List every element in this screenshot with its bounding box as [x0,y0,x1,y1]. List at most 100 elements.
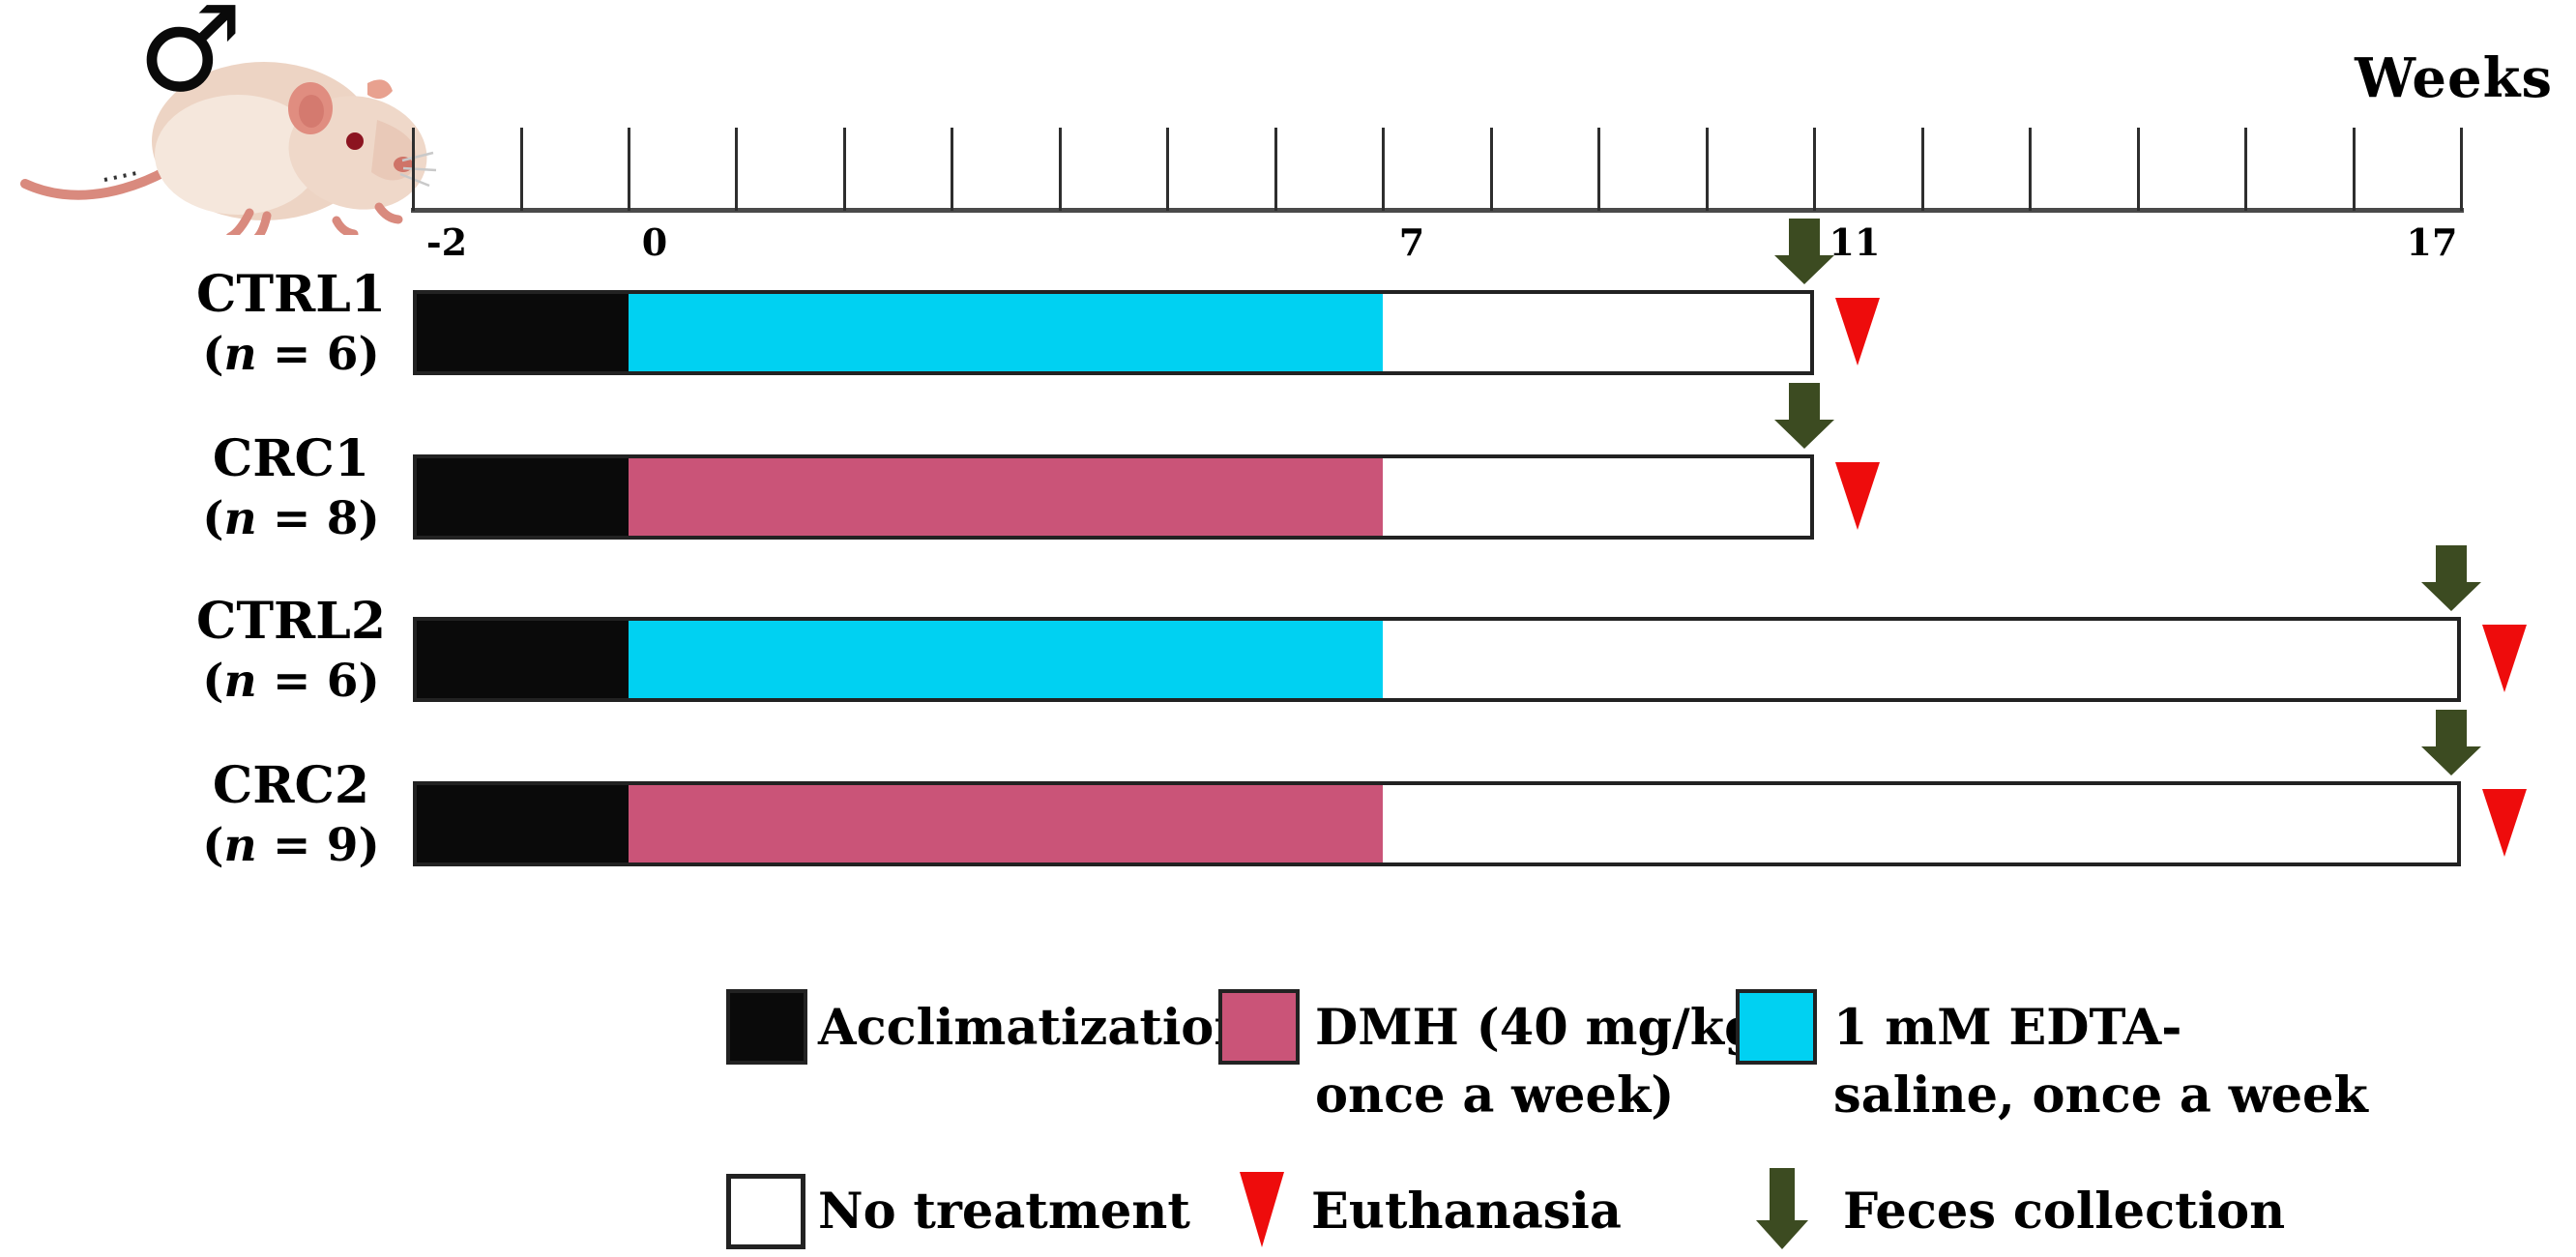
n-symbol: n [223,492,257,545]
feces-collection-arrow-icon-shape [2421,710,2481,775]
rat-ear-right [367,79,393,100]
euthanasia-triangle-icon [1835,298,1880,365]
group-label: CTRL1 (n = 6) [131,265,452,385]
ruler-tick-week-16 [2353,128,2356,211]
ruler-tick-week-7 [1382,128,1385,211]
tail-dotted-marks [103,170,142,182]
legend-label-feces-collection-line: Feces collection [1843,1183,2286,1241]
legend-feces-arrow-icon-shape [1756,1168,1808,1249]
group-label: CRC1 (n = 8) [131,429,452,549]
bar-segment-acclimatization [417,458,629,536]
ruler-tick-week-9 [1597,128,1600,211]
feces-collection-arrow-icon-shape [1774,383,1834,449]
ruler-tick-week--1 [520,128,523,211]
rat-eye [346,132,364,150]
ruler-tick-week-4 [1059,128,1062,211]
ruler-tick-week-12 [1921,128,1924,211]
bar-segment-dmh [629,458,1383,536]
male-sex-symbol: ♂ [137,0,244,118]
euthanasia-triangle-icon-shape [2482,789,2527,857]
legend-label-edta_saline-line: 1 mM EDTA- [1833,999,2182,1057]
ruler-tick-label--2: -2 [425,220,468,264]
legend-feces-arrow-icon [1756,1168,1808,1249]
bar-segment-edta_saline [629,621,1383,698]
ruler-tick-week-1 [735,128,738,211]
bar-segment-acclimatization [417,785,629,862]
legend-swatch-edta_saline [1736,989,1817,1065]
euthanasia-triangle-icon-shape [1835,298,1880,365]
ruler-tick-week--2 [412,128,415,211]
legend-label-no-treatment: No treatment [818,1178,1190,1245]
legend-label-dmh-line: once a week) [1315,1067,1675,1125]
legend-swatch-dmh [1218,989,1300,1065]
bar-segment-acclimatization [417,621,629,698]
timeline-bar-ctrl2 [413,617,2461,702]
legend-euthanasia-triangle-icon [1240,1172,1284,1247]
group-label: CRC2 (n = 9) [131,756,452,876]
feces-collection-arrow-icon [2421,710,2481,775]
legend-label-edta_saline-line: saline, once a week [1833,1067,2368,1125]
ruler-tick-week-17 [2460,128,2463,211]
group-n-count: (n = 6) [202,655,380,708]
ruler-tick-week-8 [1490,128,1493,211]
ruler-tick-week-3 [951,128,953,211]
legend-label-euthanasia-line: Euthanasia [1311,1183,1622,1241]
group-name: CTRL1 [195,265,387,324]
timeline-bar-crc2 [413,781,2461,866]
ruler-tick-label-0: 0 [641,220,668,264]
ruler-tick-week-6 [1274,128,1277,211]
bar-segment-edta_saline [629,294,1383,371]
feces-collection-arrow-icon-shape [2421,545,2481,611]
timeline-bar-crc1 [413,454,1814,540]
euthanasia-triangle-icon [1835,462,1880,530]
rat-front-paw [225,208,272,235]
legend-label-dmh-line: DMH (40 mg/kg, [1315,999,1776,1057]
legend-euthanasia-triangle-icon-shape [1240,1172,1284,1247]
legend-label-acclimatization-line: Acclimatization [818,999,1250,1057]
group-label: CTRL2 (n = 6) [131,592,452,712]
legend-label-edta_saline: 1 mM EDTA-saline, once a week [1833,994,2368,1129]
legend-label-no-treatment-line: No treatment [818,1183,1190,1241]
feces-collection-arrow-icon-shape [1774,219,1834,284]
legend-label-acclimatization: Acclimatization [818,994,1249,1062]
ruler-tick-week-14 [2137,128,2140,211]
timeline-bar-ctrl1 [413,290,1814,375]
legend-label-feces-collection: Feces collection [1843,1178,2285,1245]
euthanasia-triangle-icon [2482,789,2527,857]
feces-collection-arrow-icon [2421,545,2481,611]
ruler-tick-week-10 [1706,128,1709,211]
n-symbol: n [223,819,257,872]
legend-swatch-no_treatment [726,1174,805,1249]
ruler-tick-week-11 [1813,128,1816,211]
rat-whiskers [399,151,437,188]
feces-collection-arrow-icon [1774,383,1834,449]
rat-body-highlight [155,95,321,215]
ruler-tick-week-0 [628,128,630,211]
rat-image [20,62,437,235]
group-name: CRC2 [212,756,370,815]
bar-segment-dmh [629,785,1383,862]
ruler-tick-week-13 [2029,128,2032,211]
n-symbol: n [223,328,257,381]
feces-collection-arrow-icon [1774,219,1834,284]
rat-hind-paw [332,202,403,235]
bar-segment-acclimatization [417,294,629,371]
ruler-tick-label-17: 17 [2406,220,2458,264]
legend-label-dmh: DMH (40 mg/kg, once a week) [1315,994,1775,1129]
group-name: CTRL2 [195,592,387,651]
euthanasia-triangle-icon-shape [1835,462,1880,530]
group-n-count: (n = 9) [202,819,380,872]
ruler-tick-week-5 [1166,128,1169,211]
group-name: CRC1 [212,429,370,488]
ruler-tick-label-11: 11 [1829,220,1881,264]
euthanasia-triangle-icon-shape [2482,625,2527,692]
n-symbol: n [223,655,257,708]
ruler-tick-week-2 [843,128,846,211]
weeks-axis-label: Weeks [2355,46,2553,110]
group-n-count: (n = 8) [202,492,380,545]
legend-label-euthanasia: Euthanasia [1311,1178,1622,1245]
ruler-tick-week-15 [2244,128,2247,211]
group-n-count: (n = 6) [202,328,380,381]
euthanasia-triangle-icon [2482,625,2527,692]
